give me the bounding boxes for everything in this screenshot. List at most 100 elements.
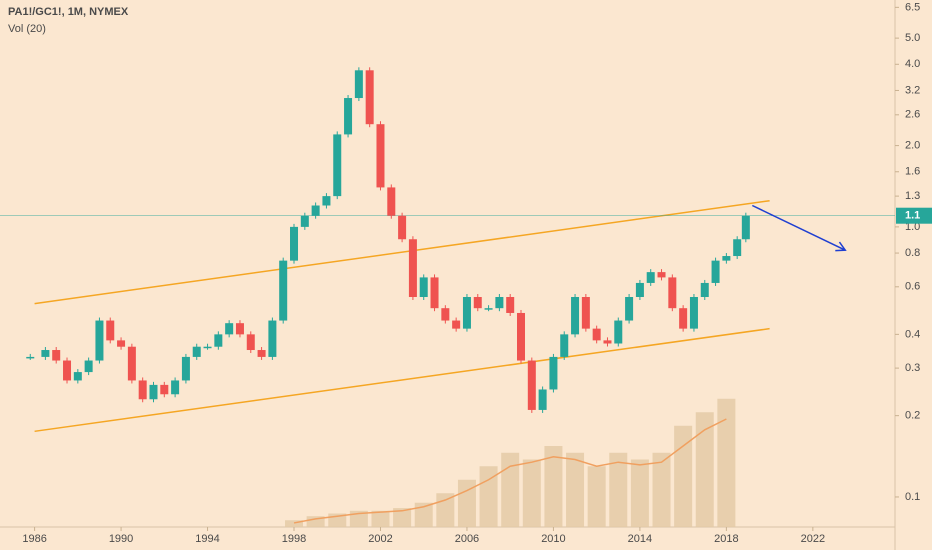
candle-body: [592, 328, 601, 341]
candle-body: [95, 320, 104, 361]
y-tick-label: 6.5: [905, 1, 920, 13]
volume-ma-line: [293, 418, 727, 524]
volume-bar: [717, 398, 736, 527]
channel-line: [34, 327, 770, 433]
candle-body: [160, 384, 169, 395]
candle-body: [344, 98, 353, 135]
candle-body: [700, 282, 709, 298]
candle-body: [225, 323, 234, 335]
y-tick-label: 1.6: [905, 166, 920, 178]
x-tick-label: 2006: [455, 533, 479, 545]
candle-body: [689, 297, 698, 329]
candle-body: [646, 272, 655, 283]
candle-body: [635, 282, 644, 298]
x-tick-label: 1994: [195, 533, 219, 545]
x-tick-label: 2022: [801, 533, 825, 545]
candle-body: [741, 215, 750, 240]
candle-body: [711, 260, 720, 283]
y-tick-label: 1.3: [905, 190, 920, 202]
candle-body: [127, 346, 136, 381]
channel-line: [34, 199, 770, 305]
volume-bar: [566, 452, 585, 527]
candle-body: [246, 334, 255, 351]
y-tick-label: 0.2: [905, 410, 920, 422]
candle-body: [117, 340, 126, 347]
volume-bar: [522, 459, 541, 527]
candle-body: [138, 380, 147, 400]
candle-body: [614, 320, 623, 344]
candle-body: [257, 350, 266, 357]
candle-body: [365, 70, 374, 125]
candle-body: [625, 297, 634, 321]
volume-bar: [501, 452, 520, 527]
candle-body: [279, 260, 288, 321]
candle-body: [290, 226, 299, 261]
last-price-label: 1.1: [905, 210, 920, 222]
candle-body: [376, 124, 385, 188]
candle-body: [63, 360, 72, 381]
candle-body: [354, 70, 363, 99]
candle-body: [679, 308, 688, 329]
volume-bar: [457, 479, 476, 527]
candle-body: [398, 215, 407, 240]
candle-body: [495, 297, 504, 309]
candle-body: [538, 389, 547, 410]
y-tick-label: 0.3: [905, 362, 920, 374]
candle-body: [408, 239, 417, 298]
candle-body: [603, 340, 612, 344]
x-tick-label: 1986: [22, 533, 46, 545]
volume-bar: [436, 493, 455, 527]
volume-bar: [695, 412, 714, 527]
candle-body: [571, 297, 580, 335]
x-tick-label: 2018: [714, 533, 738, 545]
candle-body: [52, 350, 61, 361]
x-tick-label: 2002: [368, 533, 392, 545]
candle-body: [581, 297, 590, 329]
arrow-head: [835, 241, 847, 252]
candle-body: [441, 308, 450, 321]
candle-body: [506, 297, 515, 313]
volume-bar: [306, 516, 325, 527]
candle-body: [322, 196, 331, 206]
candle-body: [73, 372, 82, 381]
candle-body: [268, 320, 277, 357]
y-tick-label: 3.2: [905, 84, 920, 96]
candle-body: [527, 360, 536, 410]
x-tick-label: 1990: [109, 533, 133, 545]
chart-title: PA1!/GC1!, 1M, NYMEX: [8, 6, 129, 18]
candle-body: [517, 312, 526, 361]
y-tick-label: 0.4: [905, 328, 920, 340]
candle-body: [41, 350, 50, 357]
candle-body: [462, 297, 471, 329]
y-tick-label: 5.0: [905, 32, 920, 44]
volume-bar: [674, 425, 693, 527]
candle-body: [26, 356, 35, 359]
volume-bar: [544, 446, 563, 527]
candle-body: [484, 308, 493, 310]
y-tick-label: 4.0: [905, 58, 920, 70]
candle-body: [203, 346, 212, 349]
volume-bar: [285, 520, 304, 527]
candle-body: [84, 360, 93, 373]
volume-bar: [609, 452, 628, 527]
volume-bar: [587, 466, 606, 527]
y-tick-label: 1.0: [905, 221, 920, 233]
volume-bar: [652, 452, 671, 527]
y-tick-label: 0.8: [905, 247, 920, 259]
candle-body: [311, 205, 320, 216]
y-tick-label: 0.1: [905, 491, 920, 503]
candle-body: [419, 277, 428, 298]
candle-body: [560, 334, 569, 357]
candle-body: [668, 277, 677, 309]
candle-body: [733, 239, 742, 257]
y-tick-label: 2.0: [905, 139, 920, 151]
x-tick-label: 2010: [541, 533, 565, 545]
volume-bar: [393, 508, 412, 527]
candle-body: [452, 320, 461, 329]
candle-body: [333, 134, 342, 197]
candle-body: [106, 320, 115, 341]
candle-body: [430, 277, 439, 309]
y-tick-label: 0.6: [905, 281, 920, 293]
